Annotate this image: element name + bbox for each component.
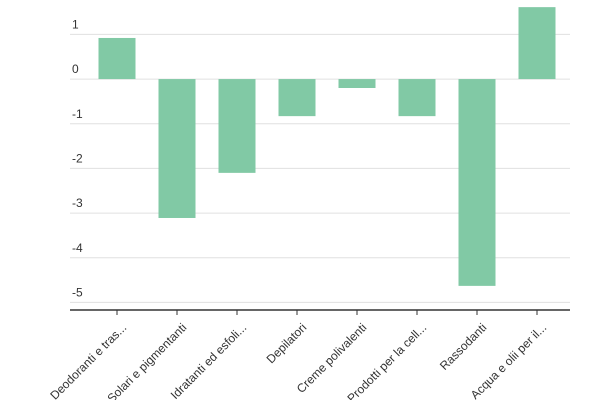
y-tick-label: -4 bbox=[72, 241, 83, 255]
bar bbox=[338, 79, 376, 88]
y-tick-label: -3 bbox=[72, 196, 83, 210]
bar bbox=[518, 7, 556, 80]
bar bbox=[278, 79, 316, 117]
y-tick-label: 0 bbox=[72, 62, 79, 76]
y-tick-label: -2 bbox=[72, 152, 83, 166]
y-tick-label: 1 bbox=[72, 18, 79, 32]
bar bbox=[158, 79, 196, 218]
bar bbox=[218, 79, 256, 173]
y-tick-label: -1 bbox=[72, 107, 83, 121]
bar bbox=[398, 79, 436, 117]
y-tick-label: -5 bbox=[72, 286, 83, 300]
bar bbox=[98, 37, 136, 80]
x-tick-label: Depilatori bbox=[264, 320, 310, 366]
bar bbox=[458, 79, 496, 286]
x-tick-label: Rassodanti bbox=[437, 320, 489, 372]
